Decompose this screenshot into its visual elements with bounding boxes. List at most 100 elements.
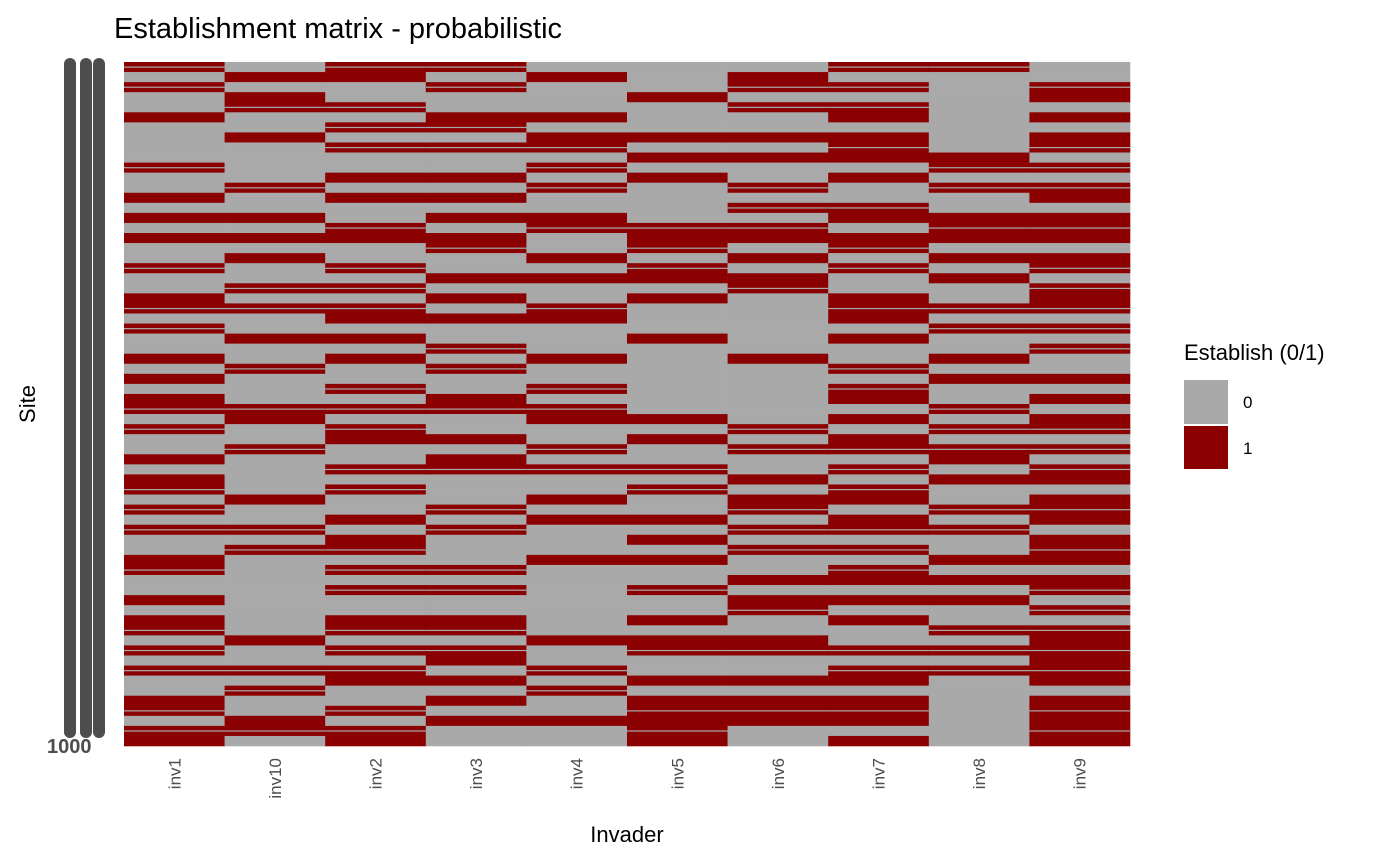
cell-inv10-53 <box>224 595 326 606</box>
cell-inv6-47 <box>727 534 829 546</box>
cell-stripe <box>526 468 627 471</box>
cell-inv5-28 <box>627 343 728 355</box>
cell-inv5-13 <box>627 192 728 204</box>
cell-inv5-4 <box>627 102 728 113</box>
cell-inv5-36 <box>627 424 728 435</box>
cell-inv10-15 <box>224 212 326 224</box>
cell-stripe <box>1029 267 1130 269</box>
cell-stripe <box>828 86 929 88</box>
cell-inv9-43 <box>1029 494 1131 505</box>
cell-inv1-33 <box>124 393 225 405</box>
cell-inv7-16 <box>828 222 930 234</box>
cell-inv10-51 <box>224 575 326 586</box>
cell-inv9-0 <box>1029 62 1131 73</box>
cell-inv6-11 <box>727 172 829 184</box>
cell-inv10-19 <box>224 253 326 264</box>
cell-stripe <box>727 609 829 611</box>
cell-inv5-50 <box>627 564 728 576</box>
cell-inv8-9 <box>928 152 1030 163</box>
cell-inv5-47 <box>627 534 728 546</box>
y-tick-label-overlap <box>93 58 105 738</box>
cell-inv1-8 <box>124 142 225 153</box>
cell-inv8-2 <box>928 82 1030 93</box>
cell-stripe <box>325 66 426 68</box>
cell-inv5-0 <box>627 62 728 73</box>
x-tick-inv4: inv4 <box>568 758 587 789</box>
cell-inv2-54 <box>325 605 427 616</box>
cell-inv3-49 <box>425 554 527 566</box>
cell-inv10-56 <box>224 625 326 636</box>
cell-inv3-37 <box>425 434 527 445</box>
cell-inv7-26 <box>828 323 930 334</box>
cell-inv4-13 <box>526 192 628 204</box>
cell-inv6-27 <box>727 333 829 344</box>
cell-inv2-63 <box>325 695 427 707</box>
cell-stripe <box>727 207 829 209</box>
cell-inv7-37 <box>828 434 930 445</box>
cell-inv1-45 <box>124 514 225 526</box>
cell-inv9-27 <box>1029 333 1131 344</box>
cell-stripe <box>928 408 1030 410</box>
cell-inv5-8 <box>627 142 728 153</box>
cell-inv7-19 <box>828 253 930 264</box>
cell-inv5-24 <box>627 303 728 314</box>
cell-inv8-3 <box>928 92 1030 103</box>
cell-inv4-6 <box>526 122 628 133</box>
cell-stripe <box>1029 589 1130 591</box>
cell-inv2-2 <box>325 82 427 93</box>
cell-stripe <box>425 408 527 410</box>
cell-inv6-35 <box>727 414 829 425</box>
cell-inv3-7 <box>425 132 527 143</box>
cell-inv4-67 <box>526 735 628 747</box>
cell-inv7-12 <box>828 182 930 194</box>
cell-inv1-32 <box>124 383 225 395</box>
cell-inv5-53 <box>627 595 728 606</box>
cell-inv7-57 <box>828 635 930 646</box>
cell-inv9-9 <box>1029 152 1131 163</box>
cell-inv9-39 <box>1029 454 1131 465</box>
cell-inv7-15 <box>828 212 930 224</box>
x-tick-inv7: inv7 <box>870 758 889 789</box>
cell-stripe <box>828 368 929 370</box>
cell-inv5-12 <box>627 182 728 194</box>
cell-inv2-19 <box>325 253 427 264</box>
cell-inv7-13 <box>828 192 930 204</box>
cell-inv5-1 <box>627 72 728 83</box>
cell-stripe <box>124 488 225 491</box>
cell-stripe <box>425 66 527 68</box>
cell-inv5-49 <box>627 554 728 566</box>
cell-inv2-39 <box>325 454 427 465</box>
cell-stripe <box>425 348 527 350</box>
cell-stripe <box>1029 710 1130 712</box>
cell-inv8-55 <box>928 615 1030 626</box>
cell-inv10-0 <box>224 62 326 73</box>
x-tick-inv3: inv3 <box>467 758 486 789</box>
cell-inv10-44 <box>224 504 326 515</box>
cell-inv4-30 <box>526 363 628 375</box>
cell-inv2-26 <box>325 323 427 334</box>
cell-inv5-63 <box>627 695 728 707</box>
cell-inv1-54 <box>124 605 225 616</box>
cell-inv1-27 <box>124 333 225 344</box>
cell-inv4-9 <box>526 152 628 163</box>
cell-inv1-29 <box>124 353 225 365</box>
cell-inv6-66 <box>727 725 829 737</box>
cell-inv5-65 <box>627 715 728 727</box>
cell-stripe <box>325 106 426 108</box>
x-tick-inv5: inv5 <box>668 758 687 789</box>
cell-inv1-25 <box>124 313 225 324</box>
cell-stripe <box>627 730 728 732</box>
cell-stripe <box>224 690 326 692</box>
cell-inv3-48 <box>425 544 527 556</box>
cell-inv10-33 <box>224 393 326 405</box>
cell-inv8-59 <box>928 655 1030 666</box>
cell-inv4-14 <box>526 202 628 214</box>
cell-stripe <box>1029 86 1130 88</box>
cell-inv5-27 <box>627 333 728 344</box>
cell-stripe <box>425 569 527 571</box>
cell-inv6-41 <box>727 474 829 485</box>
cell-inv6-37 <box>727 434 829 445</box>
cell-stripe <box>1029 549 1130 551</box>
cell-inv2-44 <box>325 504 427 515</box>
cell-stripe <box>928 187 1030 189</box>
